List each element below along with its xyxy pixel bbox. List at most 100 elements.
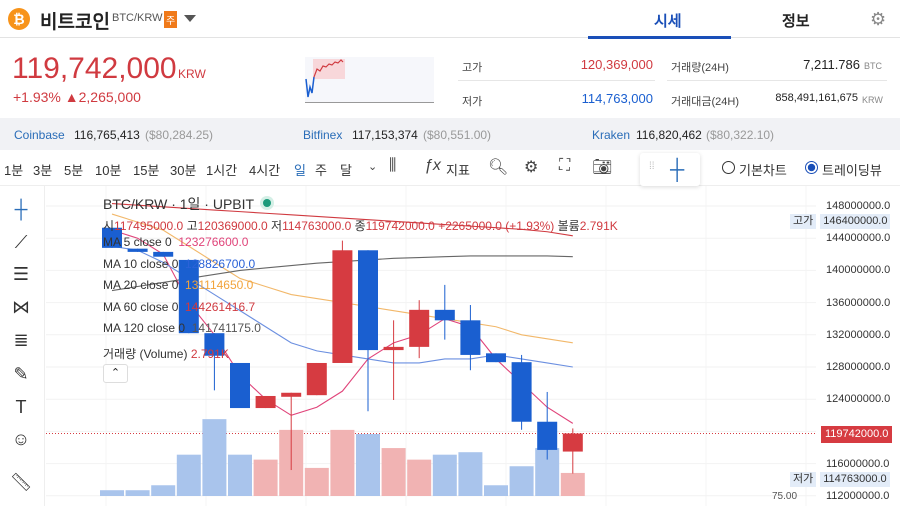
low-price-tag: 저가 114763000.0 <box>790 472 890 487</box>
candle-body <box>562 433 583 452</box>
volume-bar <box>560 472 585 496</box>
volume-bar <box>381 448 406 496</box>
chevron-down-icon[interactable]: ⌄ <box>368 161 378 173</box>
y-axis-tick: 140000000.0 <box>826 264 891 277</box>
exchange-name[interactable]: Coinbase <box>14 128 65 142</box>
timeframe-5[interactable]: 30분 <box>170 163 197 178</box>
timeframe-10[interactable]: 달 <box>340 163 352 178</box>
volume-bar <box>330 429 355 496</box>
timeframe-6[interactable]: 1시간 <box>206 163 238 178</box>
fullscreen-icon[interactable]: ⛶ <box>559 157 571 174</box>
y-axis-tick: 116000000.0 <box>826 457 890 470</box>
indicator-button[interactable]: 지표 <box>446 163 470 178</box>
ma-label: MA 10 close 0 <box>103 256 179 271</box>
ma-label: MA 20 close 0 <box>103 278 179 292</box>
candle-body <box>178 259 199 334</box>
emoji-icon[interactable]: ☺ <box>11 429 31 449</box>
exchange-name[interactable]: Kraken <box>592 128 631 142</box>
timeframe-1[interactable]: 3분 <box>33 163 53 178</box>
candle-body <box>358 250 378 351</box>
exchange-price: 117,153,374 <box>352 128 418 142</box>
timeframe-8[interactable]: 일 <box>294 163 306 178</box>
y-axis-tick: 124000000.0 <box>826 393 891 406</box>
header <box>0 0 900 38</box>
collapse-legend-button[interactable]: ⌃ <box>103 364 128 383</box>
tab-info[interactable]: 정보 <box>782 13 810 30</box>
horizontal-lines-icon[interactable]: ☰ <box>12 264 30 284</box>
radio-tradingview[interactable] <box>805 161 818 174</box>
timeframe-2[interactable]: 5분 <box>64 163 84 178</box>
candle-body <box>127 248 148 252</box>
change-percent: +1.93% <box>13 89 61 105</box>
ma-legend-3: MA 60 close 0 144261416.7 <box>103 300 255 314</box>
sparkline-up-area <box>313 59 345 79</box>
volume-bar <box>432 454 457 496</box>
candle-body <box>204 333 225 356</box>
price-chart[interactable] <box>46 186 900 506</box>
brush-icon[interactable]: ✎ <box>13 364 29 384</box>
trend-line-icon[interactable]: ⟋ <box>14 232 28 252</box>
timeframe-0[interactable]: 1분 <box>4 163 24 178</box>
divider <box>667 80 887 81</box>
candle-body <box>102 227 122 248</box>
y-axis-tick: 132000000.0 <box>826 328 891 341</box>
basic-chart-label[interactable]: 기본차트 <box>739 163 787 178</box>
tradingview-label[interactable]: 트레이딩뷰 <box>822 163 882 178</box>
settings-icon[interactable]: ⚙ <box>524 159 539 176</box>
stat-unit-volume: BTC <box>864 61 882 71</box>
ma-label: MA 120 close 0 <box>103 321 186 335</box>
text-icon[interactable]: T <box>15 397 27 417</box>
pair-label: BTC/KRW <box>112 12 163 24</box>
radio-basic-chart[interactable] <box>722 161 735 174</box>
stat-label-low: 저가 <box>462 96 483 108</box>
timeframe-3[interactable]: 10분 <box>95 163 122 178</box>
market-status-dot <box>263 199 271 207</box>
timeframe-9[interactable]: 주 <box>315 163 327 178</box>
tab-quote[interactable]: 시세 <box>654 13 682 30</box>
crosshair-icon[interactable]: ┼ <box>14 199 28 219</box>
ma-value: 131114650.0 <box>185 278 254 292</box>
volume-axis-label: 75.00 <box>772 491 798 502</box>
timeframe-7[interactable]: 4시간 <box>249 163 281 178</box>
ma-value: 128826700.0 <box>185 256 256 271</box>
pattern-icon[interactable]: ⋈ <box>12 297 30 317</box>
candle-body <box>332 250 353 363</box>
settings-gear-icon[interactable]: ⚙ <box>870 9 887 29</box>
current-price: 119,742,000 <box>12 52 177 85</box>
volume-bar <box>151 485 176 496</box>
low-tag-label: 저가 <box>790 472 817 487</box>
y-axis-tick: 144000000.0 <box>826 232 891 245</box>
volume-bar <box>228 454 252 496</box>
ma-value: 141741175.0 <box>191 321 261 335</box>
ohlc-legend: 시117495000.0 고120369000.0 저114763000.0 종… <box>103 217 618 234</box>
candle-body <box>511 362 532 422</box>
ma-legend-2: MA 20 close 0 131114650.0 <box>103 278 253 292</box>
divider <box>458 80 655 81</box>
volume-bar <box>407 459 432 496</box>
crosshair-icon: ┼ <box>670 159 685 181</box>
ma-value: 144261416.7 <box>185 299 256 314</box>
candle-body <box>153 251 174 257</box>
crosshair-tool-button[interactable]: ⁞⁞ ┼ <box>640 153 700 186</box>
volume-bar <box>458 452 483 496</box>
ruler-icon[interactable]: 📏︎ <box>9 472 33 492</box>
exchange-name[interactable]: Bitfinex <box>303 128 343 142</box>
timeframe-4[interactable]: 15분 <box>133 163 160 178</box>
close-value: 119742000.0 <box>365 219 435 233</box>
stat-value-amount: 858,491,161,675 <box>775 92 858 104</box>
change-value: +2265000.0 (+1.93%) <box>438 219 555 233</box>
bitcoin-logo-icon: ₿ <box>8 8 30 30</box>
fib-icon[interactable]: ≣ <box>13 330 29 350</box>
ma-legend-1: MA 10 close 0 128826700.0 <box>103 257 255 271</box>
function-icon[interactable]: ƒx <box>424 157 441 174</box>
ma-label: MA 60 close 0 <box>103 299 179 314</box>
drag-handle-icon[interactable]: ⁞⁞ <box>649 161 655 172</box>
candle-type-icon[interactable]: ⫼ <box>389 157 397 174</box>
sparkline-chart <box>305 57 434 103</box>
coin-name: 비트코인 <box>40 12 110 33</box>
y-axis-tick: 136000000.0 <box>826 296 891 309</box>
coin-dropdown-icon[interactable] <box>184 15 196 22</box>
zoom-icon[interactable]: 🔍︎ <box>488 159 509 176</box>
camera-icon[interactable]: 📷︎ <box>592 159 613 176</box>
last-price-tag: 119742000.0 <box>821 426 893 443</box>
